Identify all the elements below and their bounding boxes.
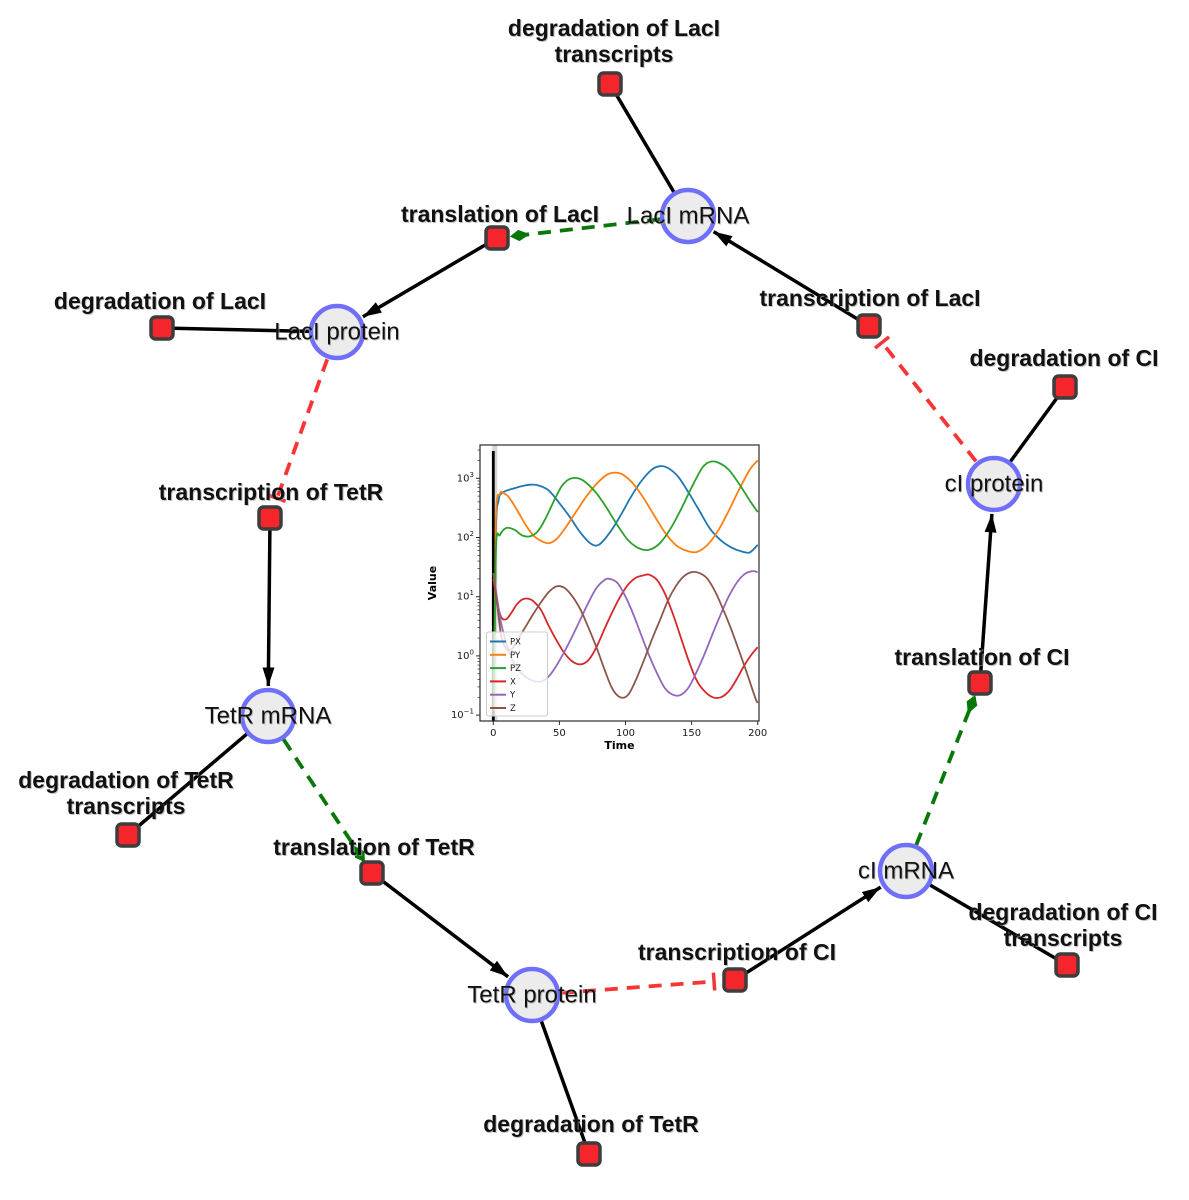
inhibition-tbar-laci-protein-to-transcription-tetr <box>268 493 287 503</box>
reaction-node-transcription-ci[interactable] <box>722 967 748 993</box>
legend-label-PY: PY <box>510 651 521 661</box>
nodes-layer <box>115 71 1080 1167</box>
inset-timecourse-chart: 0 50 100 150 20010310210110010−1TimeValuePXP… <box>426 444 767 752</box>
edge-arrow-transcription-tetr-to-tetr-mrna <box>262 517 275 687</box>
edge-arrow-translation-laci-to-laci-protein <box>362 236 498 319</box>
reaction-node-deg-tetr[interactable] <box>576 1141 602 1167</box>
edge-arrow-transcription-laci-to-laci-mrna <box>712 230 870 328</box>
y-tick-label-10e2: 102 <box>457 530 474 544</box>
reaction-node-translation-tetr[interactable] <box>359 860 385 886</box>
series-line-X <box>492 573 759 699</box>
x-tick-label-200: 200 <box>748 728 767 739</box>
reaction-label-deg-tetr-transcripts: degradation of TetR <box>18 767 234 793</box>
plot-frame <box>479 444 760 722</box>
y-tick-label-10e1: 101 <box>457 589 474 603</box>
x-tick-label-0: 0 <box>490 728 496 739</box>
legend-label-Y: Y <box>509 691 516 701</box>
species-node-tetr-protein[interactable] <box>503 966 561 1024</box>
species-label-tetr-protein: TetR protein <box>467 982 596 1009</box>
reaction-label-transcription-tetr: transcription of TetR <box>159 479 384 505</box>
edge-inhibition-ci-protein-to-transcription-laci <box>880 341 978 463</box>
plot-series-layer <box>492 459 759 711</box>
reaction-label-deg-laci-transcripts-line2: transcripts <box>555 41 674 67</box>
reaction-node-deg-tetr-transcripts[interactable] <box>115 822 141 848</box>
edge-catalysis-tetr-mrna-to-translation-tetr <box>281 738 366 863</box>
reaction-label-translation-laci: translation of LacI <box>401 201 599 227</box>
edge-inhibition-laci-protein-to-transcription-tetr <box>275 358 329 499</box>
y-axis-label: Value <box>426 566 439 600</box>
y-tick-label-10e-1: 10−1 <box>451 708 474 722</box>
reaction-node-deg-ci-transcripts[interactable] <box>1054 952 1080 978</box>
species-node-ci-mrna[interactable] <box>877 842 935 900</box>
edge-arrow-translation-tetr-to-tetr-protein <box>370 871 510 979</box>
y-tick-label-10e0: 100 <box>457 648 474 662</box>
reaction-node-transcription-tetr[interactable] <box>257 505 283 531</box>
edge-inhibition-tetr-protein-to-transcription-ci <box>560 979 715 995</box>
reaction-label-deg-laci-transcripts: degradation of LacI <box>508 15 720 41</box>
reaction-node-translation-ci[interactable] <box>967 670 993 696</box>
species-label-laci-mrna: LacI mRNA <box>627 203 750 230</box>
species-label-ci-protein: cI protein <box>945 471 1044 498</box>
x-tick-label-50: 50 <box>553 728 566 739</box>
reaction-label-translation-tetr: translation of TetR <box>273 834 475 860</box>
edge-arrow-translation-ci-to-ci-protein <box>978 513 997 684</box>
labels-layer: LacI mRNA LacI protein TetR mRNA TetR prote… <box>18 15 1158 1137</box>
species-node-laci-mrna[interactable] <box>659 187 717 245</box>
edge-arrow-transcription-ci-to-ci-mrna <box>734 885 882 982</box>
series-line-PY <box>493 459 759 711</box>
series-line-Z <box>492 570 759 704</box>
x-tick-label-150: 150 <box>682 728 701 739</box>
x-tick-label-100: 100 <box>616 728 635 739</box>
x-axis-label: Time <box>604 739 634 752</box>
reaction-node-deg-laci-transcripts[interactable] <box>597 71 623 97</box>
series-line-PX <box>493 465 759 711</box>
y-tick-label-10e3: 103 <box>457 471 474 485</box>
legend-label-Z: Z <box>510 704 516 714</box>
reaction-label-deg-ci-transcripts: degradation of CI <box>968 899 1157 925</box>
reaction-label-transcription-ci: transcription of CI <box>638 939 836 965</box>
species-node-ci-protein[interactable] <box>965 455 1023 513</box>
edge-line-ci-mrna-to-deg-ci-transcripts <box>905 869 1068 967</box>
inhibition-tbar-ci-protein-to-transcription-laci <box>873 335 891 350</box>
reaction-node-deg-ci[interactable] <box>1052 374 1078 400</box>
reaction-label-transcription-laci: transcription of LacI <box>759 285 980 311</box>
series-line-PZ <box>493 460 759 711</box>
species-label-ci-mrna: cI mRNA <box>858 858 954 885</box>
reaction-node-deg-laci[interactable] <box>149 315 175 341</box>
plot-legend: PX PY PZ XYZ <box>486 631 548 717</box>
reaction-label-deg-tetr: degradation of TetR <box>483 1111 699 1137</box>
reaction-node-translation-laci[interactable] <box>484 225 510 251</box>
species-node-laci-protein[interactable] <box>308 303 366 361</box>
inhibition-tbar-tetr-protein-to-transcription-ci <box>711 972 717 991</box>
edge-catalysis-ci-mrna-to-translation-ci <box>914 695 978 846</box>
legend-label-PZ: PZ <box>510 664 521 674</box>
species-label-laci-protein: LacI protein <box>274 319 399 346</box>
species-label-tetr-mrna: TetR mRNA <box>205 703 332 730</box>
species-node-tetr-mrna[interactable] <box>239 687 297 745</box>
edge-line-tetr-mrna-to-deg-tetr-transcripts <box>126 714 270 837</box>
reaction-label-deg-ci: degradation of CI <box>969 345 1158 371</box>
reaction-label-deg-ci-transcripts-line2: transcripts <box>1004 925 1123 951</box>
reaction-label-deg-laci: degradation of LacI <box>54 288 266 314</box>
reaction-label-deg-tetr-transcripts-line2: transcripts <box>67 793 186 819</box>
reaction-node-transcription-laci[interactable] <box>856 313 882 339</box>
reaction-label-translation-ci: translation of CI <box>894 644 1069 670</box>
legend-label-X: X <box>510 677 516 687</box>
edge-line-laci-protein-to-deg-laci <box>161 326 338 334</box>
edge-catalysis-laci-mrna-to-translation-laci <box>509 217 661 242</box>
legend-label-PX: PX <box>510 638 521 648</box>
